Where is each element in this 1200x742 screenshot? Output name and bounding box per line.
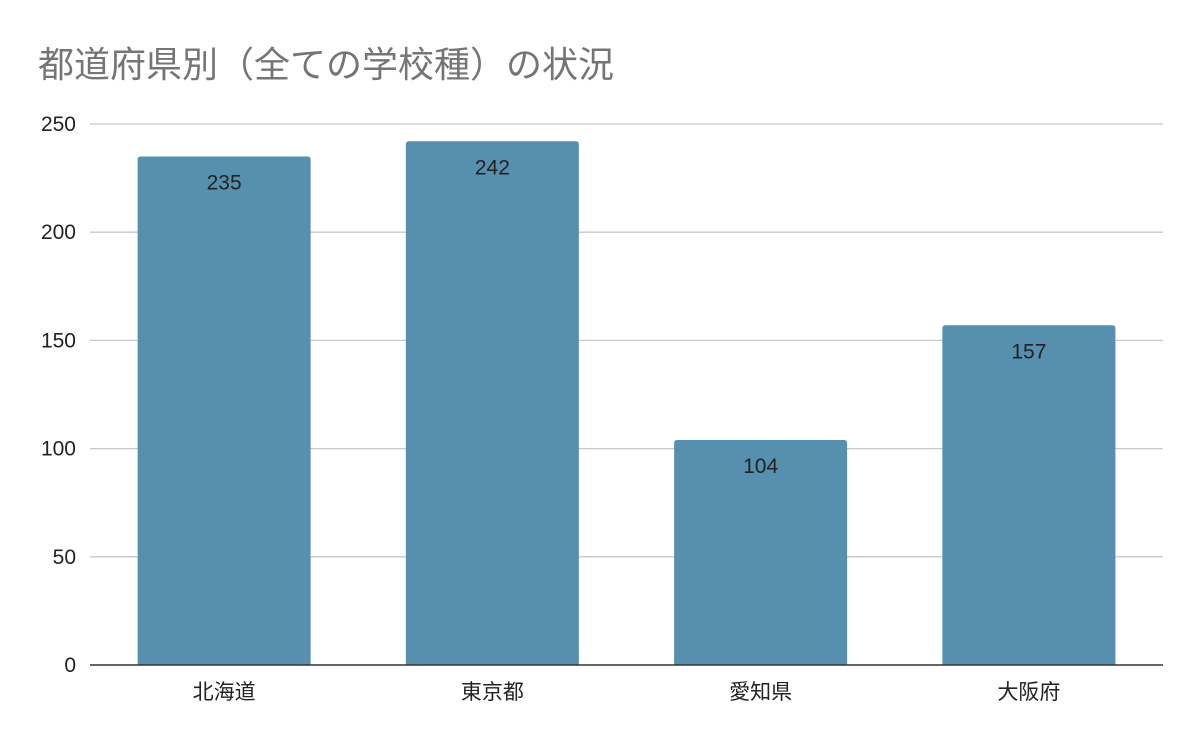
x-tick-label: 大阪府 [997,680,1060,704]
y-tick-label: 50 [53,546,76,569]
x-tick-label: 東京都 [461,680,524,704]
y-tick-label: 250 [41,113,76,136]
y-tick-label: 100 [41,438,76,461]
data-label: 104 [743,455,778,478]
bar [674,439,848,665]
bar [405,141,579,665]
data-label: 157 [1011,340,1046,363]
y-tick-label: 0 [64,654,76,677]
bar [137,156,311,665]
bar [942,325,1116,665]
y-tick-label: 150 [41,329,76,352]
data-label: 242 [475,156,510,179]
data-label: 235 [207,171,242,194]
x-tick-label: 北海道 [193,680,256,704]
x-tick-label: 愛知県 [729,680,792,704]
y-tick-label: 200 [41,221,76,244]
chart-title: 都道府県別（全ての学校種）の状況 [38,45,615,86]
